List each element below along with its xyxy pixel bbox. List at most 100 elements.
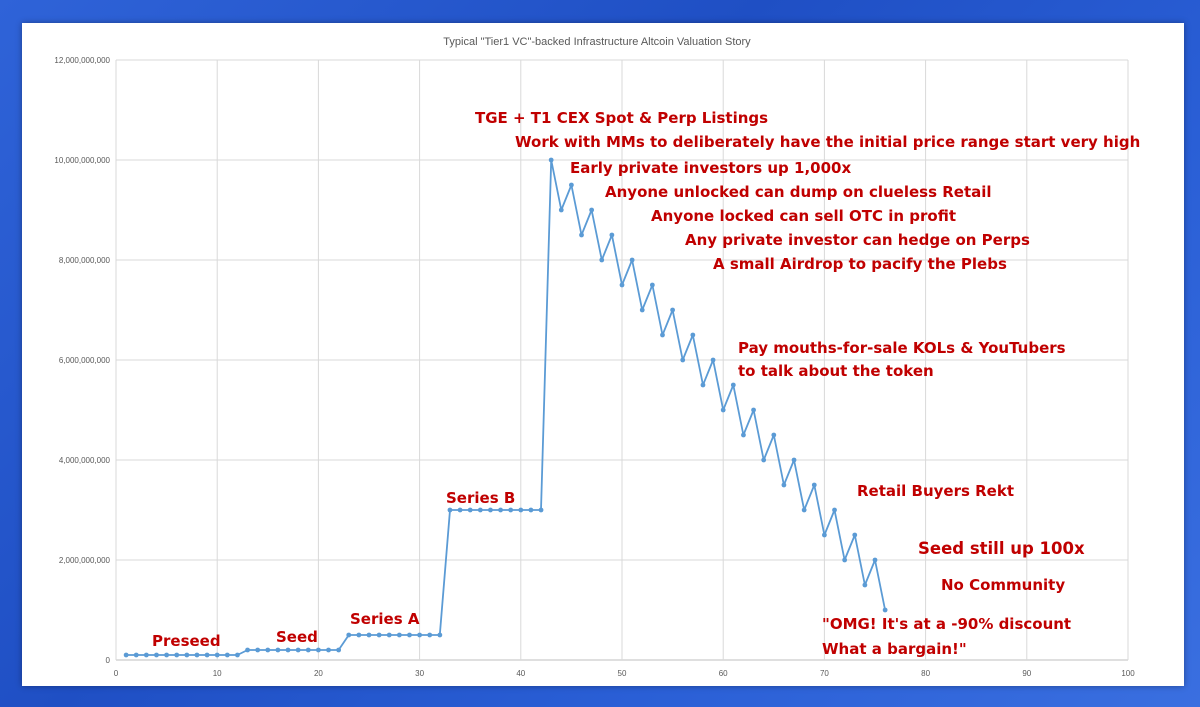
data-point — [437, 632, 443, 638]
y-tick-label: 4,000,000,000 — [59, 456, 111, 465]
annotation-hedge: Any private investor can hedge on Perps — [685, 231, 1030, 249]
data-point — [609, 232, 615, 238]
data-point — [488, 507, 493, 513]
data-point — [791, 457, 797, 463]
annotation-retail-rekt: Retail Buyers Rekt — [857, 482, 1014, 500]
annotation-early-investors: Early private investors up 1,000x — [570, 159, 851, 177]
data-point — [528, 507, 534, 513]
data-point — [285, 647, 291, 653]
data-point — [639, 307, 645, 313]
annotation-seed: Seed — [276, 628, 318, 646]
data-point — [680, 357, 686, 363]
data-point — [214, 652, 220, 658]
series-layer — [123, 157, 888, 658]
data-point — [629, 257, 635, 263]
chart-frame — [22, 23, 1184, 686]
data-point — [548, 157, 554, 163]
data-point — [710, 357, 716, 363]
x-tick-label: 0 — [114, 669, 119, 678]
annotation-omg-line1: "OMG! It's at a -90% discount — [822, 615, 1071, 633]
x-tick-label: 90 — [1022, 669, 1031, 678]
data-point — [386, 632, 392, 638]
data-point — [255, 647, 261, 653]
data-point — [771, 432, 777, 438]
annotation-seed-up: Seed still up 100x — [918, 539, 1085, 558]
data-point — [336, 647, 342, 653]
data-point — [558, 207, 564, 213]
x-tick-label: 50 — [618, 669, 627, 678]
data-point — [143, 652, 149, 658]
data-point — [457, 507, 463, 513]
data-point — [407, 632, 412, 638]
data-point — [660, 332, 665, 338]
data-point — [690, 332, 696, 338]
annotation-series-b: Series B — [446, 489, 515, 507]
data-point — [447, 507, 453, 513]
data-point — [366, 632, 372, 638]
y-tick-label: 2,000,000,000 — [59, 556, 111, 565]
data-point — [872, 557, 878, 563]
data-point — [842, 557, 848, 563]
data-point — [801, 507, 807, 513]
data-point — [751, 407, 756, 413]
data-point — [538, 507, 544, 513]
annotation-kols-line1: Pay mouths-for-sale KOLs & YouTubers — [738, 339, 1066, 357]
data-point — [508, 507, 514, 513]
x-tick-label: 20 — [314, 669, 323, 678]
y-tick-label: 6,000,000,000 — [59, 356, 111, 365]
data-point — [822, 532, 827, 538]
data-point — [589, 207, 595, 213]
annotation-omg-line2: What a bargain!" — [822, 640, 967, 658]
x-tick-label: 70 — [820, 669, 829, 678]
data-point — [204, 652, 210, 658]
data-point — [811, 482, 817, 488]
data-point — [700, 382, 706, 388]
data-point — [427, 632, 433, 638]
data-point — [346, 632, 352, 638]
data-point — [649, 282, 655, 288]
data-point — [123, 652, 129, 658]
data-point — [579, 232, 584, 238]
y-tick-label: 12,000,000,000 — [54, 56, 110, 65]
grid — [115, 59, 1129, 661]
data-point — [316, 647, 321, 653]
annotation-locked: Anyone locked can sell OTC in profit — [651, 207, 956, 225]
annotation-tge: TGE + T1 CEX Spot & Perp Listings — [475, 109, 768, 127]
x-tick-label: 40 — [516, 669, 525, 678]
data-point — [174, 652, 180, 658]
data-point — [417, 632, 422, 638]
annotation-kols-line2: to talk about the token — [738, 362, 934, 380]
annotation-unlocked: Anyone unlocked can dump on clueless Ret… — [605, 183, 992, 201]
x-tick-label: 10 — [213, 669, 222, 678]
data-point — [498, 507, 503, 513]
data-point — [730, 382, 736, 388]
data-point — [356, 632, 362, 638]
data-point — [245, 647, 250, 653]
data-point — [194, 652, 200, 658]
annotation-no-community: No Community — [941, 576, 1065, 594]
data-point — [305, 647, 311, 653]
data-point — [518, 507, 524, 513]
x-tick-label: 60 — [719, 669, 728, 678]
x-tick-label: 100 — [1121, 669, 1135, 678]
data-point — [184, 652, 190, 658]
x-tick-label: 30 — [415, 669, 424, 678]
data-point — [477, 507, 483, 513]
data-point — [741, 432, 746, 438]
data-point — [133, 652, 139, 658]
data-point — [781, 482, 787, 488]
data-point — [619, 282, 625, 288]
y-tick-label: 10,000,000,000 — [54, 156, 110, 165]
chart-title: Typical "Tier1 VC"-backed Infrastructure… — [443, 36, 751, 48]
data-point — [326, 647, 331, 653]
annotation-series-a: Series A — [350, 610, 420, 628]
data-point — [164, 652, 170, 658]
data-point — [376, 632, 382, 638]
y-tick-label: 0 — [106, 656, 111, 665]
annotation-airdrop: A small Airdrop to pacify the Plebs — [713, 255, 1007, 273]
data-point — [852, 532, 858, 538]
data-point — [275, 647, 281, 653]
data-point — [761, 457, 767, 463]
data-point — [882, 607, 888, 613]
